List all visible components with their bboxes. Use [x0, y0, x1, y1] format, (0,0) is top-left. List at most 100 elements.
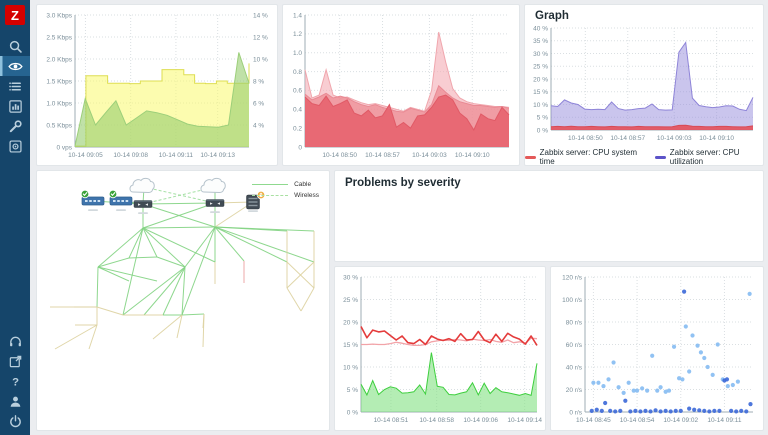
sidebar-footer-menu: ?: [0, 331, 30, 431]
svg-text:35 %: 35 %: [533, 38, 548, 45]
cable-line-sample: [252, 184, 289, 185]
cpu-graph-widget: Graph 10-14 08:50 10-14 08:57 10-14 09:03 1…: [524, 4, 764, 166]
svg-text:10-14 09:03: 10-14 09:03: [657, 135, 692, 142]
svg-text:3.0 Kbps: 3.0 Kbps: [46, 12, 72, 19]
map-link-serial: [176, 314, 183, 339]
load-chart[interactable]: 10-14 08:50 10-14 08:57 10-14 09:03 10-14 0…: [283, 5, 519, 165]
utilization-chart[interactable]: 10-14 08:51 10-14 08:58 10-14 09:06 10-14 0…: [335, 267, 545, 430]
svg-text:0.4: 0.4: [293, 107, 302, 114]
map-link-serial: [286, 287, 302, 312]
svg-text:10 %: 10 %: [343, 364, 358, 371]
svg-text:10-14 09:08: 10-14 09:08: [113, 152, 148, 159]
svg-text:10-14 08:50: 10-14 08:50: [322, 152, 357, 159]
map-link-cable: [122, 227, 144, 316]
svg-text:0 vps: 0 vps: [56, 144, 72, 151]
sidebar-item-monitoring[interactable]: [0, 56, 30, 76]
svg-text:40 %: 40 %: [533, 25, 548, 32]
svg-text:10-14 09:10: 10-14 09:10: [699, 135, 734, 142]
sidebar-item-support[interactable]: [0, 331, 30, 351]
wrench-icon: [9, 119, 22, 132]
svg-text:0.2: 0.2: [293, 125, 302, 132]
widget-title: Graph: [535, 10, 569, 22]
map-link-cable: [128, 227, 144, 259]
svg-text:10 %: 10 %: [253, 56, 268, 63]
legend-marker: [655, 155, 666, 159]
svg-text:10-14 08:58: 10-14 08:58: [419, 417, 454, 424]
share-box-icon: [9, 355, 21, 367]
map-link-cable: [97, 266, 130, 282]
legend-item[interactable]: Zabbix server: CPU utilization: [655, 148, 763, 165]
sidebar-item-sign-out[interactable]: [0, 411, 30, 431]
map-link-serial: [88, 324, 98, 350]
svg-text:60 r/s: 60 r/s: [566, 342, 583, 349]
map-legend: Cable Wireless: [252, 179, 319, 201]
sidebar-main-menu: [0, 36, 30, 156]
svg-text:0.5 Kbps: 0.5 Kbps: [46, 122, 72, 129]
svg-text:10-14 09:10: 10-14 09:10: [455, 152, 490, 159]
map-node-blueswitch[interactable]: [108, 189, 133, 211]
svg-text:20 %: 20 %: [343, 319, 358, 326]
traffic-chart[interactable]: 10-14 09:05 10-14 09:08 10-14 09:11 10-14 0…: [37, 5, 277, 165]
map-link-cable: [143, 266, 186, 316]
svg-text:10-14 09:13: 10-14 09:13: [200, 152, 235, 159]
load-graph-widget: 10-14 08:50 10-14 08:57 10-14 09:03 10-14 0…: [282, 4, 520, 166]
legend-item[interactable]: Zabbix server: CPU system time: [525, 148, 641, 165]
map-link-cable: [142, 227, 186, 268]
svg-text:25 %: 25 %: [533, 64, 548, 71]
svg-text:30 %: 30 %: [343, 274, 358, 281]
sidebar-item-user-settings[interactable]: [0, 391, 30, 411]
map-link-cable: [122, 266, 186, 316]
requests-chart[interactable]: 10-14 08:45 10-14 08:54 10-14 09:02 10-14 0…: [551, 267, 763, 430]
svg-text:20 %: 20 %: [533, 76, 548, 83]
map-link-cable: [181, 226, 216, 316]
map-node-blueswitch[interactable]: [80, 189, 105, 211]
svg-text:2.5 Kbps: 2.5 Kbps: [46, 34, 72, 41]
wireless-line-sample: [252, 195, 289, 196]
sidebar-item-search[interactable]: [0, 36, 30, 56]
chart-legend: Zabbix server: CPU system time Zabbix se…: [525, 148, 763, 165]
map-link-cable: [156, 256, 186, 268]
svg-text:10-14 08:57: 10-14 08:57: [610, 135, 645, 142]
svg-text:0: 0: [298, 144, 302, 151]
svg-text:10-14 09:02: 10-14 09:02: [663, 417, 698, 424]
sidebar-item-services[interactable]: [0, 76, 30, 96]
map-node-cloud[interactable]: [200, 177, 226, 194]
map-node-switch[interactable]: [205, 199, 225, 214]
map-link-serial: [96, 306, 124, 316]
sidebar-item-integrations[interactable]: [0, 351, 30, 371]
svg-text:0 %: 0 %: [537, 127, 548, 134]
zabbix-logo[interactable]: Z: [0, 0, 30, 30]
map-link-cable: [214, 226, 315, 263]
svg-text:0.6: 0.6: [293, 88, 302, 95]
question-icon: ?: [12, 376, 19, 388]
svg-text:40 r/s: 40 r/s: [566, 364, 583, 371]
svg-text:15 %: 15 %: [533, 89, 548, 96]
cpu-chart[interactable]: 10-14 08:50 10-14 08:57 10-14 09:03 10-14 0…: [525, 22, 763, 144]
svg-text:10-14 09:11: 10-14 09:11: [159, 152, 194, 159]
svg-text:10-14 09:11: 10-14 09:11: [707, 417, 742, 424]
requests-graph-widget: 10-14 08:45 10-14 08:54 10-14 09:02 10-14 0…: [550, 266, 764, 431]
svg-text:8 %: 8 %: [253, 78, 264, 85]
power-icon: [9, 414, 21, 427]
map-link-serial: [152, 314, 183, 340]
svg-text:10-14 08:51: 10-14 08:51: [374, 417, 409, 424]
network-map[interactable]: [37, 171, 329, 430]
map-node-switch[interactable]: [133, 200, 153, 215]
svg-text:10 %: 10 %: [533, 102, 548, 109]
utilization-graph-widget: 10-14 08:51 10-14 08:58 10-14 09:06 10-14 0…: [334, 266, 546, 431]
map-link-cable: [96, 266, 99, 308]
map-legend-label: Wireless: [294, 192, 319, 199]
map-link-cable: [184, 226, 216, 268]
sidebar-item-reports[interactable]: [0, 96, 30, 116]
sidebar-item-help[interactable]: ?: [0, 371, 30, 391]
map-node-cloud[interactable]: [129, 177, 155, 194]
map-link-cable: [214, 226, 288, 263]
sidebar-item-administration[interactable]: [0, 136, 30, 156]
svg-text:0 r/s: 0 r/s: [569, 409, 582, 416]
svg-text:100 r/s: 100 r/s: [562, 297, 583, 304]
svg-text:15 %: 15 %: [343, 342, 358, 349]
sidebar-item-configuration[interactable]: [0, 116, 30, 136]
svg-text:5 %: 5 %: [347, 387, 358, 394]
headset-icon: [9, 336, 21, 346]
